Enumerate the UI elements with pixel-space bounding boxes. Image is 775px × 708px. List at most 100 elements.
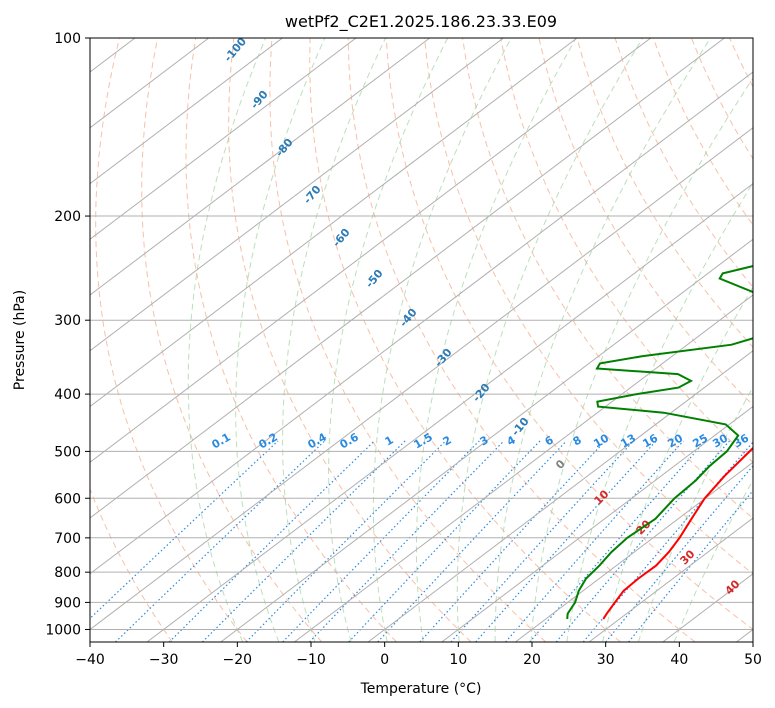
isotherm-value-label: -60 bbox=[330, 226, 353, 250]
plot-frame bbox=[89, 37, 754, 643]
isotherm-line bbox=[662, 573, 753, 642]
isotherm-line bbox=[90, 38, 431, 296]
isotherm-line bbox=[90, 38, 357, 240]
mixing-ratio-line bbox=[505, 440, 684, 642]
mixing-ratio-label: 0.4 bbox=[306, 430, 330, 451]
moist-adiabat-line bbox=[494, 38, 711, 642]
mixing-ratio-label: 1 bbox=[383, 433, 396, 448]
moist-adiabat-line bbox=[673, 479, 753, 642]
y-tick-label: 800 bbox=[54, 565, 81, 581]
isotherm-line bbox=[90, 38, 578, 408]
x-tick-label: 40 bbox=[670, 652, 688, 668]
dry-adiabat-line bbox=[185, 38, 397, 642]
temperature-profile bbox=[602, 446, 753, 620]
dry-adiabat-line bbox=[347, 38, 696, 642]
x-tick-label: 50 bbox=[744, 652, 762, 668]
dry-adiabat-line bbox=[95, 38, 248, 642]
isotherm-value-label: -50 bbox=[363, 267, 386, 291]
y-tick-label: 400 bbox=[54, 387, 81, 403]
y-axis-label: Pressure (hPa) bbox=[12, 290, 28, 390]
isotherm-line bbox=[0, 38, 61, 642]
x-tick-label: 0 bbox=[380, 652, 389, 668]
x-tick-label: 10 bbox=[449, 652, 467, 668]
mixing-ratio-label: 8 bbox=[571, 433, 584, 448]
dry-adiabat-line bbox=[141, 38, 323, 642]
moist-adiabat-line bbox=[328, 38, 449, 642]
mixing-ratio-line bbox=[475, 440, 657, 642]
isotherm-value-label: -10 bbox=[509, 415, 532, 439]
isotherm-line bbox=[90, 71, 753, 575]
mixing-ratio-label: 30 bbox=[710, 431, 730, 450]
isotherm-value-label: -20 bbox=[470, 381, 493, 405]
moist-adiabat-line bbox=[372, 38, 512, 642]
x-tick-label: −30 bbox=[149, 652, 179, 668]
isotherm-line bbox=[441, 405, 753, 642]
mixing-ratio-line bbox=[168, 440, 375, 642]
isotherm-value-label: -80 bbox=[273, 136, 296, 160]
chart-title: wetPf2_C2E1.2025.186.23.33.E09 bbox=[285, 12, 557, 32]
isotherm-line bbox=[294, 294, 753, 642]
mixing-ratio-line bbox=[348, 440, 541, 642]
y-tick-label: 900 bbox=[54, 595, 81, 611]
x-tick-label: 30 bbox=[597, 652, 615, 668]
x-tick-label: −10 bbox=[296, 652, 326, 668]
mixing-ratio-label: 10 bbox=[591, 431, 611, 450]
mixing-ratio-label: 0.6 bbox=[338, 430, 362, 451]
dry-adiabat-line bbox=[538, 38, 753, 406]
y-tick-label: 1000 bbox=[45, 622, 81, 638]
mixing-ratio-label: 20 bbox=[665, 431, 685, 450]
dry-adiabat-line bbox=[690, 38, 753, 160]
mixing-ratio-line bbox=[450, 440, 635, 642]
mixing-ratio-line bbox=[529, 440, 706, 642]
dry-adiabat-line bbox=[652, 38, 753, 226]
mixing-ratio-label: 0.1 bbox=[210, 430, 233, 451]
dry-adiabat-label: 30 bbox=[678, 547, 698, 567]
isotherm-line bbox=[90, 38, 283, 185]
mixing-ratio-line bbox=[282, 440, 480, 642]
isotherm-line bbox=[588, 517, 753, 642]
isotherm-line bbox=[515, 461, 753, 642]
isotherm-value-label: -100 bbox=[221, 35, 249, 65]
moist-adiabat-line bbox=[282, 38, 386, 642]
zero-label: 0 bbox=[553, 457, 568, 472]
dry-adiabat-line bbox=[385, 38, 753, 631]
moist-adiabat-line bbox=[530, 77, 753, 642]
y-tick-label: 700 bbox=[54, 531, 81, 547]
isotherm-line bbox=[90, 38, 504, 352]
mixing-ratio-line bbox=[90, 440, 279, 620]
isotherm-value-label: -40 bbox=[397, 306, 420, 330]
mixing-ratio-line bbox=[377, 440, 567, 642]
mixing-ratio-label: 2 bbox=[441, 433, 454, 448]
dry-adiabat-line bbox=[228, 38, 472, 642]
x-tick-label: 20 bbox=[523, 652, 541, 668]
y-tick-label: 300 bbox=[54, 313, 81, 329]
mixing-ratio-label: 25 bbox=[690, 432, 710, 451]
y-tick-label: 600 bbox=[54, 491, 81, 507]
dry-adiabat-line bbox=[90, 487, 173, 642]
isotherm-line bbox=[90, 38, 652, 463]
mixing-ratio-line bbox=[309, 440, 505, 642]
mixing-ratio-label: 1.5 bbox=[412, 430, 435, 451]
isotherm-line bbox=[90, 127, 753, 631]
isotherm-line bbox=[220, 238, 753, 642]
moist-adiabat-line bbox=[602, 285, 753, 642]
moist-adiabat-line bbox=[416, 38, 577, 642]
mixing-ratio-line bbox=[419, 440, 606, 642]
y-tick-label: 200 bbox=[54, 209, 81, 225]
dry-adiabat-line bbox=[269, 38, 547, 642]
isotherm-value-label: -90 bbox=[248, 88, 271, 112]
mixing-ratio-line bbox=[605, 465, 753, 642]
mixing-ratio-line bbox=[628, 489, 753, 642]
y-tick-label: 100 bbox=[54, 31, 81, 47]
x-axis-label: Temperature (°C) bbox=[360, 681, 482, 697]
dry-adiabat-line bbox=[309, 38, 621, 642]
moist-adiabat-line bbox=[187, 38, 267, 642]
x-tick-label: −40 bbox=[75, 652, 105, 668]
dry-adiabat-line bbox=[462, 38, 753, 519]
isotherm-line bbox=[736, 628, 753, 642]
y-tick-label: 500 bbox=[54, 444, 81, 460]
x-tick-label: −20 bbox=[223, 652, 253, 668]
dry-adiabat-line bbox=[768, 38, 775, 642]
mixing-ratio-label: 13 bbox=[618, 432, 638, 451]
